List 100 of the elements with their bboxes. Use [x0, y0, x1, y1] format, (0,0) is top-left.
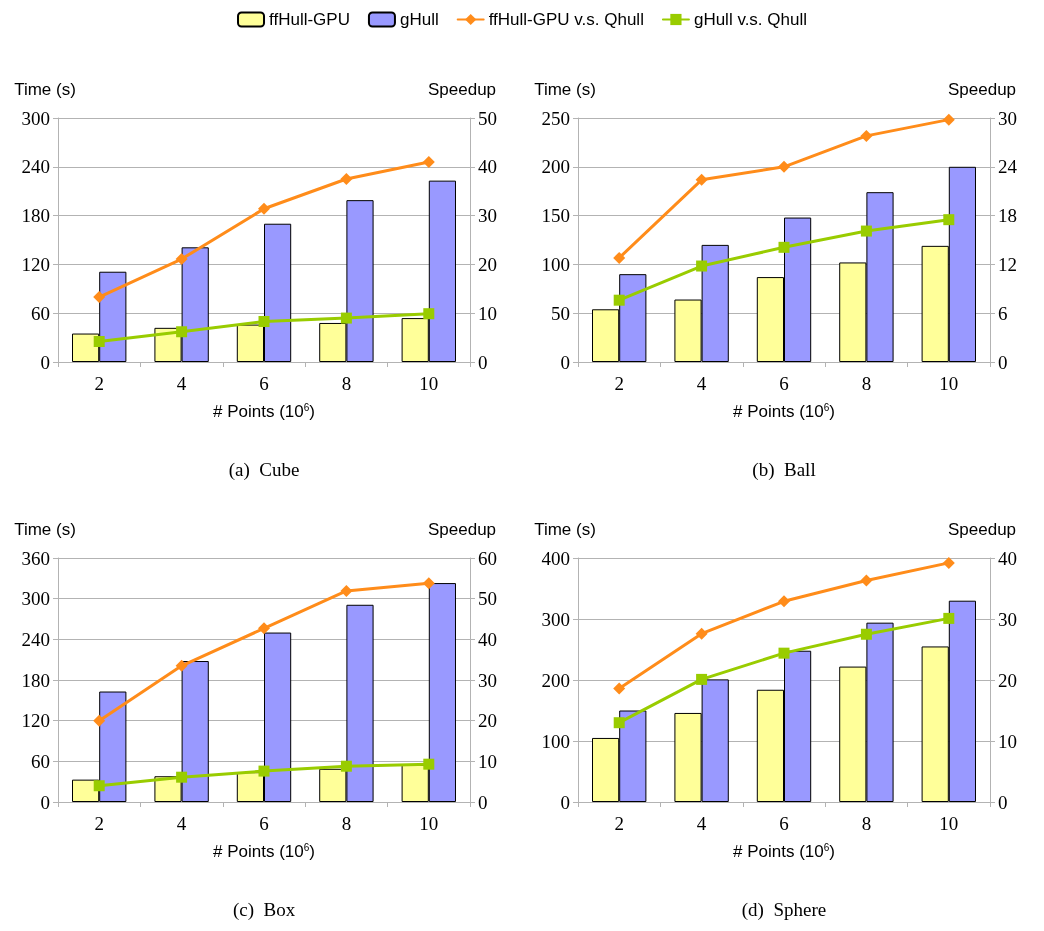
x-tick-label: 8	[341, 373, 352, 394]
text: (d) Sphere	[741, 899, 827, 921]
x-tick-label: 8	[341, 813, 352, 834]
y-axis-title: Time (s)	[534, 520, 596, 539]
y2-tick-label: 0	[998, 351, 1008, 373]
x-tick-label: 6	[779, 813, 789, 834]
y2-tick-label: 30	[478, 669, 497, 691]
y-tick-label: 300	[21, 588, 50, 610]
point	[860, 225, 872, 237]
point	[860, 628, 872, 640]
y2-tick-label: 50	[478, 588, 497, 610]
x-tick-label: 4	[176, 373, 187, 394]
y-tick-label: 60	[31, 750, 50, 772]
point	[942, 113, 955, 126]
point	[696, 673, 708, 685]
y2-tick-label: 50	[478, 107, 497, 129]
y-axis-title: Time (s)	[534, 80, 596, 99]
point	[258, 202, 270, 215]
y-axis-title: Time (s)	[14, 520, 76, 539]
y2-tick-label: 30	[998, 107, 1017, 129]
y-axis-title: Time (s)	[14, 80, 76, 99]
y-tick-label: 120	[21, 253, 50, 275]
point	[943, 612, 955, 624]
y2-tick-label: 30	[998, 608, 1017, 630]
y2-tick-label: 20	[478, 253, 497, 275]
x-tick-label: 4	[696, 373, 707, 394]
y-tick-label: 240	[21, 156, 50, 178]
point	[422, 577, 435, 590]
y-tick-label: 250	[541, 107, 570, 129]
y2-tick-label: 60	[478, 547, 497, 569]
y2-tick-label: 0	[998, 791, 1008, 813]
y-tick-label: 180	[21, 669, 50, 691]
point	[93, 291, 106, 304]
point	[942, 556, 955, 569]
y-tick-label: 180	[21, 205, 50, 227]
point	[613, 294, 625, 306]
y2-tick-label: 30	[478, 205, 497, 227]
point	[175, 253, 188, 266]
y2-tick-label: 10	[998, 730, 1017, 752]
point	[423, 758, 435, 770]
text: (c) Box	[232, 899, 296, 921]
x-tick-label: 4	[176, 813, 187, 834]
x-tick-label: 6	[779, 373, 789, 394]
point	[258, 622, 270, 635]
point	[93, 336, 105, 347]
y-tick-label: 50	[551, 302, 570, 324]
y2-tick-label: 18	[998, 205, 1017, 227]
y2-tick-label: 0	[478, 351, 488, 373]
y2-tick-label: 6	[998, 302, 1008, 324]
point	[422, 155, 435, 168]
x-tick-label: 2	[614, 813, 624, 834]
point	[340, 760, 352, 772]
y2-tick-label: 40	[478, 156, 497, 178]
point	[340, 173, 353, 185]
point	[695, 173, 708, 186]
y-tick-label: 0	[560, 791, 570, 813]
point	[176, 771, 188, 783]
point	[613, 251, 626, 264]
y-tick-label: 300	[541, 608, 570, 630]
point	[258, 316, 270, 327]
y2-axis-title: Speedup	[947, 80, 1017, 99]
point	[93, 780, 105, 792]
y-tick-label: 300	[21, 107, 50, 129]
text: (b) Ball	[752, 459, 816, 481]
point	[696, 260, 708, 272]
x-tick-label: 6	[259, 373, 269, 394]
y-tick-label: 60	[31, 302, 50, 324]
point	[613, 682, 626, 695]
y2-axis-title: Speedup	[427, 80, 497, 99]
point	[778, 647, 790, 659]
x-tick-label: 8	[861, 373, 872, 394]
y2-tick-label: 40	[998, 547, 1017, 569]
y-tick-label: 120	[21, 710, 50, 732]
y2-tick-label: 12	[998, 253, 1017, 275]
y-tick-label: 200	[541, 156, 570, 178]
y-tick-label: 150	[541, 205, 570, 227]
y-tick-label: 200	[541, 669, 570, 691]
y-tick-label: 240	[21, 628, 50, 650]
legend-label: gHull v.s. Qhull	[693, 10, 807, 29]
x-tick-label: 8	[861, 813, 872, 834]
point	[778, 160, 790, 173]
x-tick-label: 2	[94, 373, 104, 394]
x-tick-label: 10	[939, 813, 959, 834]
point	[340, 312, 352, 324]
point	[695, 627, 708, 640]
y2-axis-title: Speedup	[947, 520, 1017, 539]
x-tick-label: 2	[94, 813, 104, 834]
point	[93, 714, 106, 727]
x-tick-label: 6	[259, 813, 269, 834]
y2-tick-label: 10	[478, 302, 497, 324]
y2-axis-title: Speedup	[427, 520, 497, 539]
y-tick-label: 0	[40, 351, 50, 373]
point	[423, 308, 435, 320]
y-tick-label: 100	[541, 253, 570, 275]
point	[258, 765, 270, 777]
point	[860, 574, 873, 587]
point	[340, 584, 353, 597]
point	[778, 241, 790, 253]
point	[943, 214, 955, 226]
point	[778, 595, 790, 608]
